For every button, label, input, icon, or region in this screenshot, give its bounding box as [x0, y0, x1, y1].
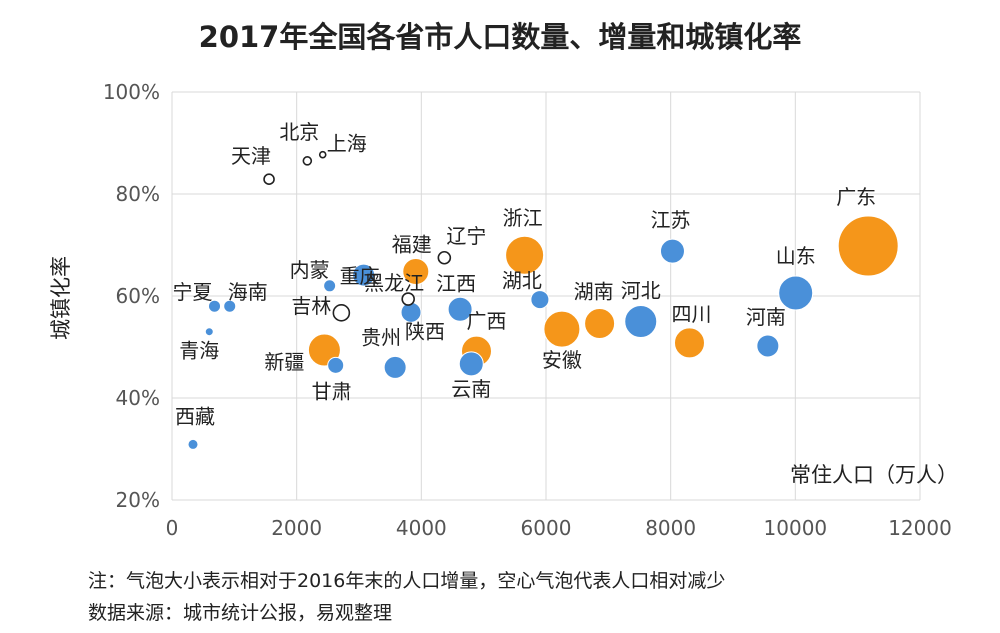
bubble-label-西藏: 西藏	[175, 404, 215, 428]
x-axis-label: 常住人口（万人）	[790, 463, 958, 487]
bubble-label-新疆: 新疆	[264, 350, 304, 374]
y-tick-label: 100%	[103, 80, 160, 104]
bubble-安徽	[543, 310, 581, 348]
x-tick-label: 0	[166, 516, 179, 540]
bubble-吉林	[332, 304, 351, 322]
bubble-label-吉林: 吉林	[291, 294, 331, 318]
bubble-湖北	[530, 290, 550, 310]
data-source-note: 数据来源：城市统计公报，易观整理	[88, 602, 393, 624]
bubble-label-湖北: 湖北	[502, 269, 542, 293]
bubble-河北	[624, 305, 658, 338]
bubble-福建	[402, 258, 430, 286]
bubble-label-云南: 云南	[451, 377, 491, 401]
bubble-label-上海: 上海	[327, 132, 367, 156]
bubble-label-河南: 河南	[746, 305, 786, 329]
bubble-size-note: 注：气泡大小表示相对于2016年末的人口增量，空心气泡代表人口相对减少	[88, 570, 726, 592]
bubble-山东	[778, 275, 814, 311]
bubble-label-贵州: 贵州	[361, 325, 401, 349]
bubble-海南	[223, 299, 237, 313]
bubble-label-陕西: 陕西	[405, 319, 445, 343]
bubble-西藏	[187, 438, 199, 450]
bubble-label-内蒙: 内蒙	[290, 258, 330, 282]
bubble-label-重庆: 重庆	[340, 264, 380, 288]
bubble-label-湖南: 湖南	[574, 280, 614, 304]
bubble-广东	[837, 215, 899, 277]
x-tick-label: 10000	[764, 516, 828, 540]
bubble-label-广西: 广西	[466, 309, 506, 333]
axis-ticks: 0 2000 4000 6000 8000 10000 12000 20% 40% 60% 80% 1…	[103, 80, 952, 540]
bubble-重庆	[352, 263, 376, 287]
y-axis-label: 城镇化率	[49, 256, 73, 340]
bubble-label-广东: 广东	[836, 185, 876, 209]
bubble-青海	[204, 327, 214, 337]
x-tick-label: 6000	[521, 516, 572, 540]
bubble-label-青海: 青海	[179, 339, 219, 363]
bubble-天津	[263, 173, 275, 186]
bubble-label-江苏: 江苏	[650, 208, 690, 232]
x-tick-label: 12000	[888, 516, 952, 540]
bubble-江苏	[659, 238, 685, 264]
x-tick-label: 8000	[645, 516, 696, 540]
bubble-上海	[318, 150, 327, 159]
bubble-label-安徽: 安徽	[542, 348, 582, 372]
bubble-label-北京: 北京	[279, 120, 319, 144]
bubble-label-甘肃: 甘肃	[312, 379, 352, 403]
bubble-黑龙江	[401, 292, 415, 306]
bubble-辽宁	[437, 250, 452, 265]
y-tick-label: 80%	[116, 182, 160, 206]
bubble-江西	[447, 296, 473, 322]
bubble-label-河北: 河北	[621, 279, 661, 303]
bubble-浙江	[505, 235, 545, 275]
bubble-贵州	[383, 355, 407, 379]
bubble-label-四川: 四川	[671, 302, 711, 326]
bubbles	[187, 150, 899, 450]
bubble-label-福建: 福建	[392, 233, 432, 257]
x-tick-label: 2000	[271, 516, 322, 540]
bubble-云南	[458, 351, 484, 377]
bubble-label-海南: 海南	[228, 280, 268, 304]
bubble-label-山东: 山东	[776, 244, 816, 268]
bubble-宁夏	[208, 299, 222, 313]
x-tick-label: 4000	[396, 516, 447, 540]
y-tick-label: 20%	[116, 488, 160, 512]
chart-title: 2017年全国各省市人口数量、增量和城镇化率	[198, 20, 802, 54]
bubble-四川	[673, 327, 705, 359]
bubble-河南	[756, 334, 780, 358]
bubble-label-天津: 天津	[231, 144, 271, 168]
bubble-label-宁夏: 宁夏	[173, 280, 213, 304]
bubble-label-浙江: 浙江	[503, 206, 543, 230]
bubble-label-黑龙江: 黑龙江	[364, 271, 424, 295]
bubble-湖南	[584, 308, 616, 340]
bubble-内蒙	[323, 279, 337, 293]
bubble-北京	[302, 156, 313, 166]
bubble-label-江西: 江西	[436, 271, 476, 295]
y-tick-label: 40%	[116, 386, 160, 410]
y-tick-label: 60%	[116, 284, 160, 308]
bubble-甘肃	[327, 356, 345, 374]
bubble-label-辽宁: 辽宁	[446, 224, 486, 248]
